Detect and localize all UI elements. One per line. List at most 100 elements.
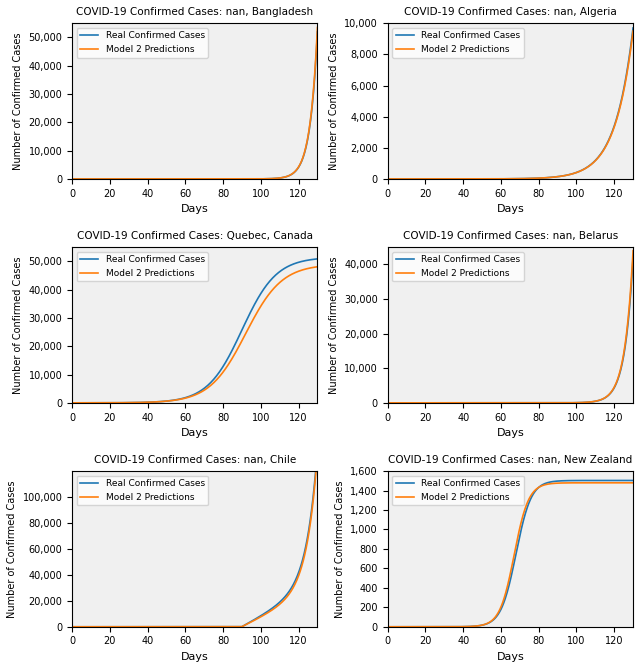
Model 2 Predictions bbox=[214, 623, 222, 631]
Model 2 Predictions bbox=[308, 106, 316, 114]
Real Confirmed Cases bbox=[585, 398, 593, 406]
Model 2 Predictions bbox=[185, 393, 193, 401]
Model 2 Predictions bbox=[214, 175, 222, 183]
Real Confirmed Cases bbox=[384, 399, 392, 407]
Line: Real Confirmed Cases: Real Confirmed Cases bbox=[388, 480, 633, 627]
Legend: Real Confirmed Cases, Model 2 Predictions: Real Confirmed Cases, Model 2 Prediction… bbox=[392, 252, 524, 282]
Real Confirmed Cases bbox=[269, 274, 277, 282]
X-axis label: Days: Days bbox=[181, 204, 209, 214]
Y-axis label: Number of Confirmed Cases: Number of Confirmed Cases bbox=[329, 32, 339, 170]
Real Confirmed Cases bbox=[269, 175, 277, 183]
Model 2 Predictions bbox=[214, 374, 222, 382]
Title: COVID-19 Confirmed Cases: nan, Chile: COVID-19 Confirmed Cases: nan, Chile bbox=[93, 455, 296, 465]
X-axis label: Days: Days bbox=[497, 428, 524, 438]
Real Confirmed Cases bbox=[585, 162, 593, 170]
Real Confirmed Cases bbox=[500, 597, 508, 605]
Model 2 Predictions bbox=[314, 449, 321, 457]
Model 2 Predictions bbox=[68, 175, 76, 183]
Model 2 Predictions bbox=[530, 488, 538, 496]
Model 2 Predictions bbox=[502, 399, 509, 407]
Real Confirmed Cases bbox=[516, 529, 524, 537]
Real Confirmed Cases bbox=[201, 175, 209, 183]
Model 2 Predictions bbox=[269, 605, 277, 613]
Real Confirmed Cases bbox=[186, 175, 194, 183]
Model 2 Predictions bbox=[186, 393, 194, 401]
Real Confirmed Cases bbox=[500, 175, 508, 183]
Real Confirmed Cases bbox=[516, 175, 524, 183]
Model 2 Predictions bbox=[516, 175, 524, 183]
Real Confirmed Cases bbox=[68, 399, 76, 407]
Real Confirmed Cases bbox=[68, 175, 76, 183]
Model 2 Predictions bbox=[623, 324, 631, 332]
Line: Model 2 Predictions: Model 2 Predictions bbox=[72, 267, 317, 403]
Model 2 Predictions bbox=[500, 399, 508, 407]
Legend: Real Confirmed Cases, Model 2 Predictions: Real Confirmed Cases, Model 2 Prediction… bbox=[77, 28, 208, 58]
Model 2 Predictions bbox=[502, 589, 509, 597]
Real Confirmed Cases bbox=[214, 175, 222, 183]
Line: Model 2 Predictions: Model 2 Predictions bbox=[388, 251, 633, 403]
Real Confirmed Cases bbox=[629, 24, 637, 32]
Real Confirmed Cases bbox=[269, 603, 277, 611]
Real Confirmed Cases bbox=[308, 108, 316, 116]
Real Confirmed Cases bbox=[623, 327, 631, 335]
Model 2 Predictions bbox=[516, 399, 524, 407]
Y-axis label: Number of Confirmed Cases: Number of Confirmed Cases bbox=[7, 480, 17, 617]
Model 2 Predictions bbox=[185, 623, 193, 631]
Title: COVID-19 Confirmed Cases: nan, Belarus: COVID-19 Confirmed Cases: nan, Belarus bbox=[403, 231, 618, 241]
Legend: Real Confirmed Cases, Model 2 Predictions: Real Confirmed Cases, Model 2 Prediction… bbox=[77, 252, 208, 282]
Model 2 Predictions bbox=[585, 398, 593, 406]
Real Confirmed Cases bbox=[314, 27, 321, 35]
Model 2 Predictions bbox=[585, 479, 593, 487]
Line: Model 2 Predictions: Model 2 Predictions bbox=[72, 453, 317, 627]
Real Confirmed Cases bbox=[314, 255, 321, 263]
Model 2 Predictions bbox=[201, 623, 209, 631]
Legend: Real Confirmed Cases, Model 2 Predictions: Real Confirmed Cases, Model 2 Prediction… bbox=[392, 476, 524, 505]
Model 2 Predictions bbox=[314, 23, 321, 31]
Real Confirmed Cases bbox=[530, 489, 538, 497]
Model 2 Predictions bbox=[384, 399, 392, 407]
Model 2 Predictions bbox=[185, 175, 193, 183]
Model 2 Predictions bbox=[308, 510, 316, 518]
Real Confirmed Cases bbox=[201, 384, 209, 392]
Model 2 Predictions bbox=[68, 623, 76, 631]
X-axis label: Days: Days bbox=[497, 204, 524, 214]
Y-axis label: Number of Confirmed Cases: Number of Confirmed Cases bbox=[328, 256, 339, 394]
Model 2 Predictions bbox=[269, 175, 277, 183]
Real Confirmed Cases bbox=[500, 399, 508, 407]
Model 2 Predictions bbox=[308, 264, 316, 272]
Model 2 Predictions bbox=[623, 479, 631, 487]
Real Confirmed Cases bbox=[186, 623, 194, 631]
Real Confirmed Cases bbox=[185, 623, 193, 631]
Y-axis label: Number of Confirmed Cases: Number of Confirmed Cases bbox=[13, 256, 23, 394]
X-axis label: Days: Days bbox=[497, 652, 524, 662]
Line: Model 2 Predictions: Model 2 Predictions bbox=[388, 483, 633, 627]
Real Confirmed Cases bbox=[214, 370, 222, 378]
Model 2 Predictions bbox=[201, 386, 209, 394]
Real Confirmed Cases bbox=[308, 506, 316, 514]
Model 2 Predictions bbox=[269, 285, 277, 293]
Real Confirmed Cases bbox=[384, 623, 392, 631]
Real Confirmed Cases bbox=[502, 175, 509, 183]
Real Confirmed Cases bbox=[530, 399, 538, 407]
Title: COVID-19 Confirmed Cases: Quebec, Canada: COVID-19 Confirmed Cases: Quebec, Canada bbox=[77, 231, 313, 241]
Real Confirmed Cases bbox=[629, 476, 637, 484]
Model 2 Predictions bbox=[186, 623, 194, 631]
Real Confirmed Cases bbox=[185, 393, 193, 401]
Line: Real Confirmed Cases: Real Confirmed Cases bbox=[388, 28, 633, 179]
Title: COVID-19 Confirmed Cases: nan, Algeria: COVID-19 Confirmed Cases: nan, Algeria bbox=[404, 7, 617, 17]
Real Confirmed Cases bbox=[623, 476, 631, 484]
Y-axis label: Number of Confirmed Cases: Number of Confirmed Cases bbox=[335, 480, 345, 617]
Line: Model 2 Predictions: Model 2 Predictions bbox=[388, 31, 633, 179]
Line: Real Confirmed Cases: Real Confirmed Cases bbox=[72, 31, 317, 179]
Model 2 Predictions bbox=[500, 175, 508, 183]
Line: Real Confirmed Cases: Real Confirmed Cases bbox=[72, 259, 317, 403]
Real Confirmed Cases bbox=[623, 66, 631, 74]
Real Confirmed Cases bbox=[185, 175, 193, 183]
Real Confirmed Cases bbox=[186, 392, 194, 400]
Real Confirmed Cases bbox=[502, 593, 509, 601]
Model 2 Predictions bbox=[530, 399, 538, 407]
Model 2 Predictions bbox=[585, 163, 593, 171]
X-axis label: Days: Days bbox=[181, 652, 209, 662]
Model 2 Predictions bbox=[500, 594, 508, 602]
Model 2 Predictions bbox=[384, 623, 392, 631]
